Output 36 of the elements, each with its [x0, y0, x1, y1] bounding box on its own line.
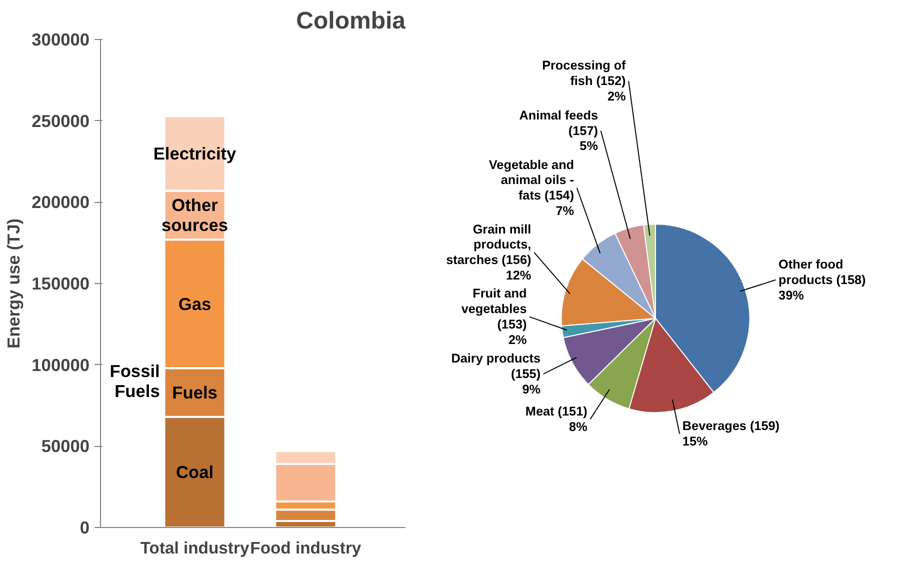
data-label: 2%	[607, 90, 626, 104]
series-label: Other sources	[162, 195, 228, 236]
chart-title: Colombia	[296, 8, 406, 34]
y-tick-label: 300000	[32, 30, 90, 50]
y-axis-title: Energy use (TJ)	[4, 218, 24, 348]
y-tick-label: 250000	[32, 110, 90, 131]
data-label: 7%	[556, 204, 574, 218]
slice-label: Vegetable and animal oils - fats (154)	[488, 158, 574, 203]
data-label: 5%	[580, 139, 598, 154]
slice-label: Meat (151)	[525, 404, 588, 419]
y-tick-label: 100000	[32, 354, 90, 375]
slice-label: Processing of fish (152)	[542, 58, 627, 88]
series-label: Fuels	[114, 381, 160, 402]
data-label: 9%	[522, 382, 541, 396]
x-tick-label: Total industry	[140, 538, 250, 558]
y-tick-label: 50000	[41, 436, 90, 456]
data-label: 39%	[778, 288, 804, 302]
text: Fuels	[172, 382, 218, 402]
slice-label: Other food products (158)	[778, 257, 866, 287]
slice-label: Grain mill products, starches (156)	[446, 222, 532, 268]
data-label: 2%	[508, 332, 527, 347]
slice-label: Animal feeds (157)	[519, 108, 598, 138]
series-label: Electricity	[153, 143, 237, 164]
data-label: 15%	[682, 434, 708, 449]
y-tick-label: 200000	[32, 192, 90, 212]
y-tick-label: 150000	[32, 274, 90, 294]
series-label: Coal	[176, 462, 214, 482]
text: Fossil	[110, 361, 160, 382]
slice-label: Beverages (159)	[682, 419, 780, 434]
x-tick-label: Food industry	[250, 538, 362, 558]
y-tick-label: 0	[80, 518, 90, 538]
slice-label: Dairy products (155)	[451, 352, 541, 381]
data-label: 12%	[506, 268, 532, 282]
series-label: Gas	[178, 294, 212, 314]
slice-label: Fruit and vegetables (153)	[461, 286, 527, 332]
data-label: 8%	[569, 420, 588, 434]
